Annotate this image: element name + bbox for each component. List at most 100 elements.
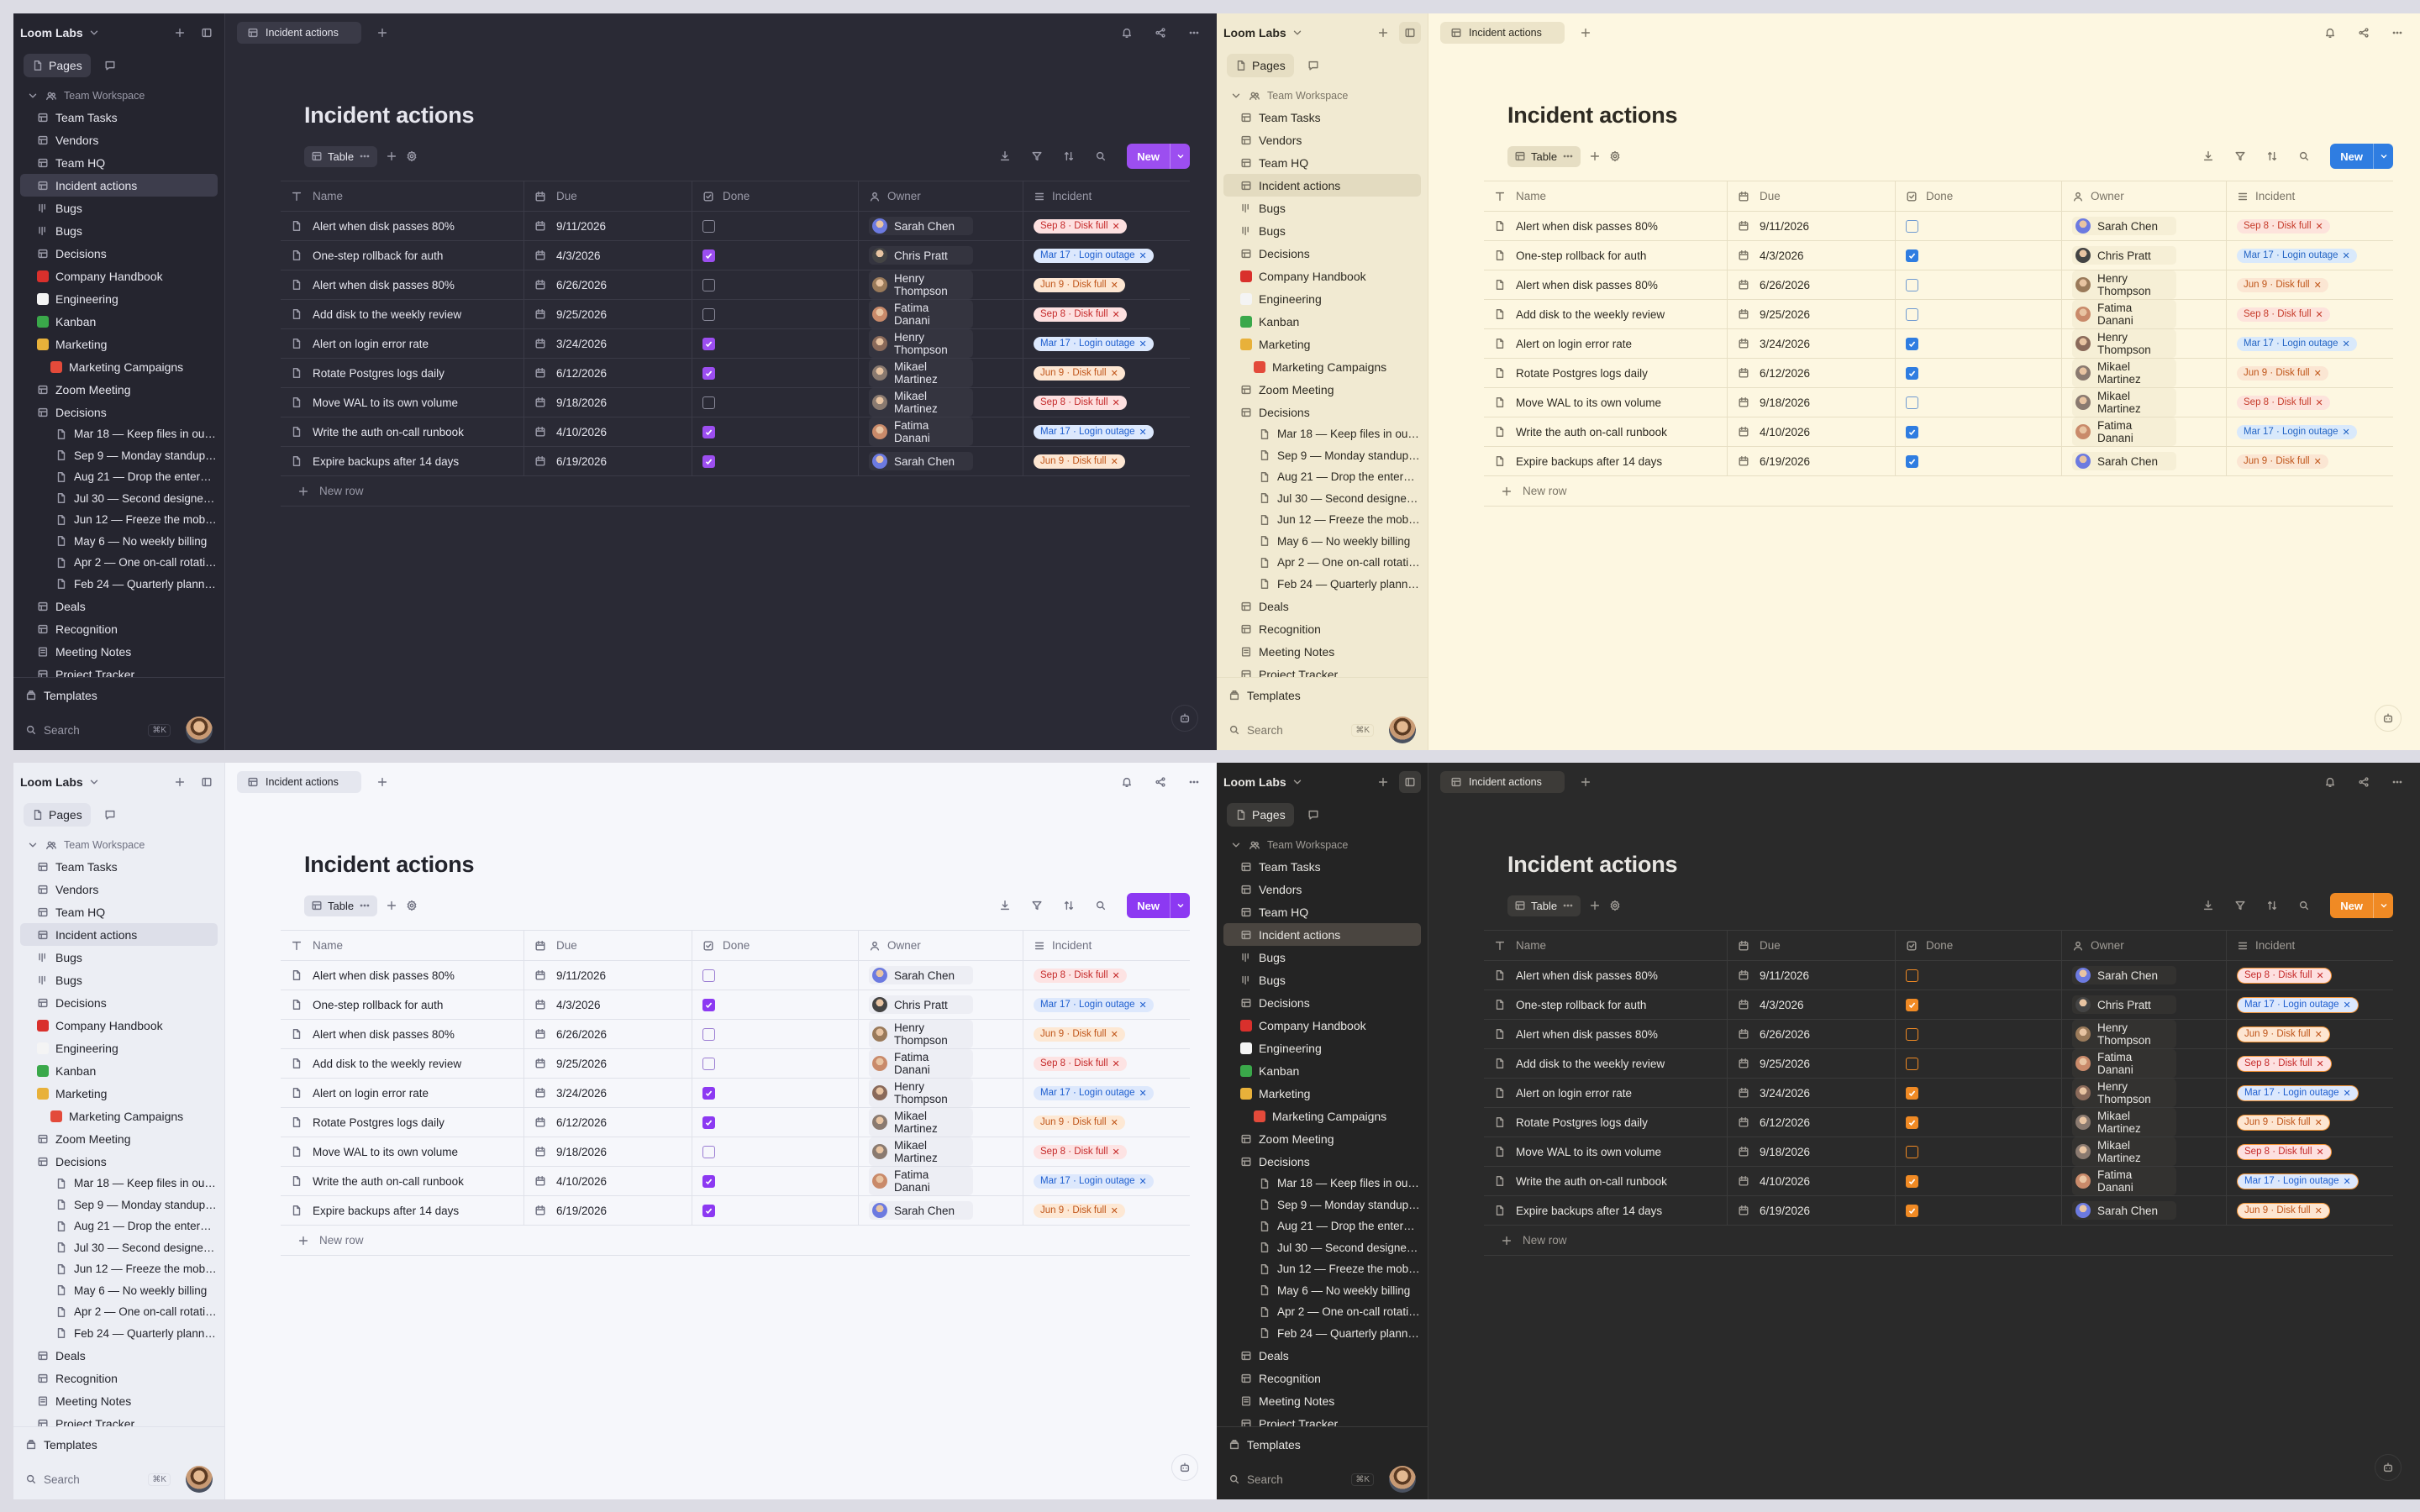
templates-link[interactable]: Templates (20, 1432, 218, 1457)
done-checkbox[interactable] (1906, 998, 1918, 1011)
owner-chip[interactable]: Henry Thompson (2072, 1079, 2176, 1107)
cell-name[interactable]: Add disk to the weekly review (281, 300, 524, 328)
cell-due[interactable]: 6/12/2026 (524, 359, 692, 387)
sidebar-item[interactable]: Marketing Campaigns (1223, 1105, 1421, 1127)
cell-name[interactable]: Write the auth on-call runbook (281, 1167, 524, 1195)
done-checkbox[interactable] (702, 219, 715, 233)
new-record-button[interactable]: New (2330, 893, 2393, 918)
done-checkbox[interactable] (702, 425, 715, 438)
sidebar-item[interactable]: Team Tasks (1223, 855, 1421, 878)
incident-chip[interactable]: Jun 9 · Disk full ✕ (1034, 277, 1125, 292)
cell-incident[interactable]: Sep 8 · Disk full ✕ (2227, 212, 2393, 240)
tab-pages[interactable]: Pages (1227, 54, 1294, 77)
cell-incident[interactable]: Jun 9 · Disk full ✕ (2227, 1196, 2393, 1225)
incident-chip[interactable]: Sep 8 · Disk full ✕ (1034, 968, 1127, 983)
user-avatar[interactable] (186, 1466, 213, 1493)
table-row[interactable]: Write the auth on-call runbook 4/10/2026 F… (281, 1167, 1190, 1196)
cell-owner[interactable]: Henry Thompson (2062, 1079, 2227, 1107)
share-button[interactable] (2351, 20, 2376, 45)
column-header-done[interactable]: Done (692, 181, 859, 211)
page-title[interactable]: Incident actions (304, 102, 475, 128)
cell-incident[interactable]: Sep 8 · Disk full ✕ (2227, 1137, 2393, 1166)
chevron-down-icon[interactable] (27, 839, 39, 851)
cell-due[interactable]: 6/26/2026 (524, 270, 692, 299)
remove-chip-icon[interactable]: ✕ (2314, 1205, 2323, 1216)
tab-chat[interactable] (1301, 803, 1326, 827)
incident-chip[interactable]: Sep 8 · Disk full ✕ (2237, 1143, 2332, 1160)
cell-owner[interactable]: Sarah Chen (2062, 1196, 2227, 1225)
sidebar-item[interactable]: Project Tracker (1223, 663, 1421, 677)
remove-chip-icon[interactable]: ✕ (2315, 221, 2323, 232)
sidebar-item[interactable]: Team HQ (1223, 151, 1421, 174)
cell-name[interactable]: Alert when disk passes 80% (281, 961, 524, 990)
column-header-done[interactable]: Done (692, 931, 859, 960)
cell-incident[interactable]: Mar 17 · Login outage ✕ (1023, 241, 1190, 270)
cell-due[interactable]: 9/18/2026 (1728, 1137, 1896, 1166)
cell-name[interactable]: Add disk to the weekly review (1484, 300, 1728, 328)
done-checkbox[interactable] (1906, 366, 1918, 380)
cell-incident[interactable]: Sep 8 · Disk full ✕ (2227, 388, 2393, 417)
download-icon[interactable] (999, 150, 1011, 162)
owner-chip[interactable]: Chris Pratt (869, 995, 973, 1014)
column-header-name[interactable]: Name (281, 931, 524, 960)
share-button[interactable] (1148, 20, 1173, 45)
cell-due[interactable]: 6/26/2026 (524, 1020, 692, 1048)
done-checkbox[interactable] (702, 396, 715, 409)
page-title[interactable]: Incident actions (1507, 852, 1678, 877)
cell-name[interactable]: Alert on login error rate (281, 1079, 524, 1107)
cell-due[interactable]: 9/25/2026 (524, 300, 692, 328)
owner-chip[interactable]: Sarah Chen (2072, 1201, 2176, 1220)
table-row[interactable]: Alert when disk passes 80% 9/11/2026 Sarah… (281, 212, 1190, 241)
cell-due[interactable]: 6/19/2026 (1728, 1196, 1896, 1225)
sidebar-item[interactable]: Jul 30 — Second designer ... (20, 488, 218, 510)
table-row[interactable]: Alert when disk passes 80% 6/26/2026 Henry… (281, 1020, 1190, 1049)
incident-chip[interactable]: Mar 17 · Login outage ✕ (2237, 248, 2357, 263)
column-header-due[interactable]: Due (524, 181, 692, 211)
owner-chip[interactable]: Henry Thompson (869, 1020, 973, 1048)
cell-name[interactable]: Alert when disk passes 80% (1484, 961, 1728, 990)
sidebar-item[interactable]: Incident actions (1223, 923, 1421, 946)
sidebar-item[interactable]: Zoom Meeting (1223, 1127, 1421, 1150)
cell-owner[interactable]: Mikael Martinez (859, 388, 1023, 417)
remove-chip-icon[interactable]: ✕ (1112, 1147, 1120, 1158)
column-header-incident[interactable]: Incident (1023, 931, 1190, 960)
cell-owner[interactable]: Mikael Martinez (859, 359, 1023, 387)
sidebar-item[interactable]: Zoom Meeting (20, 1127, 218, 1150)
cell-incident[interactable]: Sep 8 · Disk full ✕ (1023, 212, 1190, 240)
incident-chip[interactable]: Sep 8 · Disk full ✕ (1034, 1056, 1127, 1071)
sidebar-item[interactable]: Marketing Campaigns (1223, 355, 1421, 378)
sidebar-item[interactable]: Kanban (1223, 1059, 1421, 1082)
cell-owner[interactable]: Sarah Chen (2062, 447, 2227, 475)
cell-incident[interactable]: Jun 9 · Disk full ✕ (2227, 1108, 2393, 1137)
cell-incident[interactable]: Sep 8 · Disk full ✕ (2227, 1049, 2393, 1078)
user-avatar[interactable] (186, 717, 213, 743)
sidebar-item[interactable]: Team Workspace (20, 835, 218, 855)
cell-name[interactable]: Write the auth on-call runbook (1484, 1167, 1728, 1195)
table-row[interactable]: One-step rollback for auth 4/3/2026 Chris … (1484, 241, 2393, 270)
done-checkbox[interactable] (702, 969, 715, 982)
cell-name[interactable]: Rotate Postgres logs daily (1484, 1108, 1728, 1137)
cell-incident[interactable]: Jun 9 · Disk full ✕ (1023, 359, 1190, 387)
new-record-button[interactable]: New (1127, 144, 1190, 169)
incident-chip[interactable]: Sep 8 · Disk full ✕ (1034, 218, 1127, 234)
add-view-button[interactable] (1589, 900, 1601, 911)
owner-chip[interactable]: Fatima Danani (869, 417, 973, 446)
column-header-incident[interactable]: Incident (2227, 181, 2393, 211)
done-checkbox[interactable] (1906, 1174, 1918, 1188)
sidebar-item[interactable]: Bugs (1223, 197, 1421, 219)
page-title[interactable]: Incident actions (304, 852, 475, 877)
cell-incident[interactable]: Mar 17 · Login outage ✕ (1023, 990, 1190, 1019)
cell-name[interactable]: Alert on login error rate (1484, 329, 1728, 358)
settings-icon[interactable] (1609, 900, 1621, 911)
view-tab-table[interactable]: Table (1507, 145, 1581, 167)
remove-chip-icon[interactable]: ✕ (2343, 1176, 2351, 1187)
templates-link[interactable]: Templates (20, 683, 218, 708)
cell-name[interactable]: Alert when disk passes 80% (281, 270, 524, 299)
sidebar-search[interactable]: Search ⌘K (1223, 1466, 1421, 1493)
cell-due[interactable]: 3/24/2026 (524, 1079, 692, 1107)
cell-due[interactable]: 6/26/2026 (1728, 1020, 1896, 1048)
cell-name[interactable]: Write the auth on-call runbook (281, 417, 524, 446)
table-row[interactable]: One-step rollback for auth 4/3/2026 Chris … (281, 241, 1190, 270)
cell-due[interactable]: 9/11/2026 (524, 212, 692, 240)
done-checkbox[interactable] (702, 1145, 715, 1158)
